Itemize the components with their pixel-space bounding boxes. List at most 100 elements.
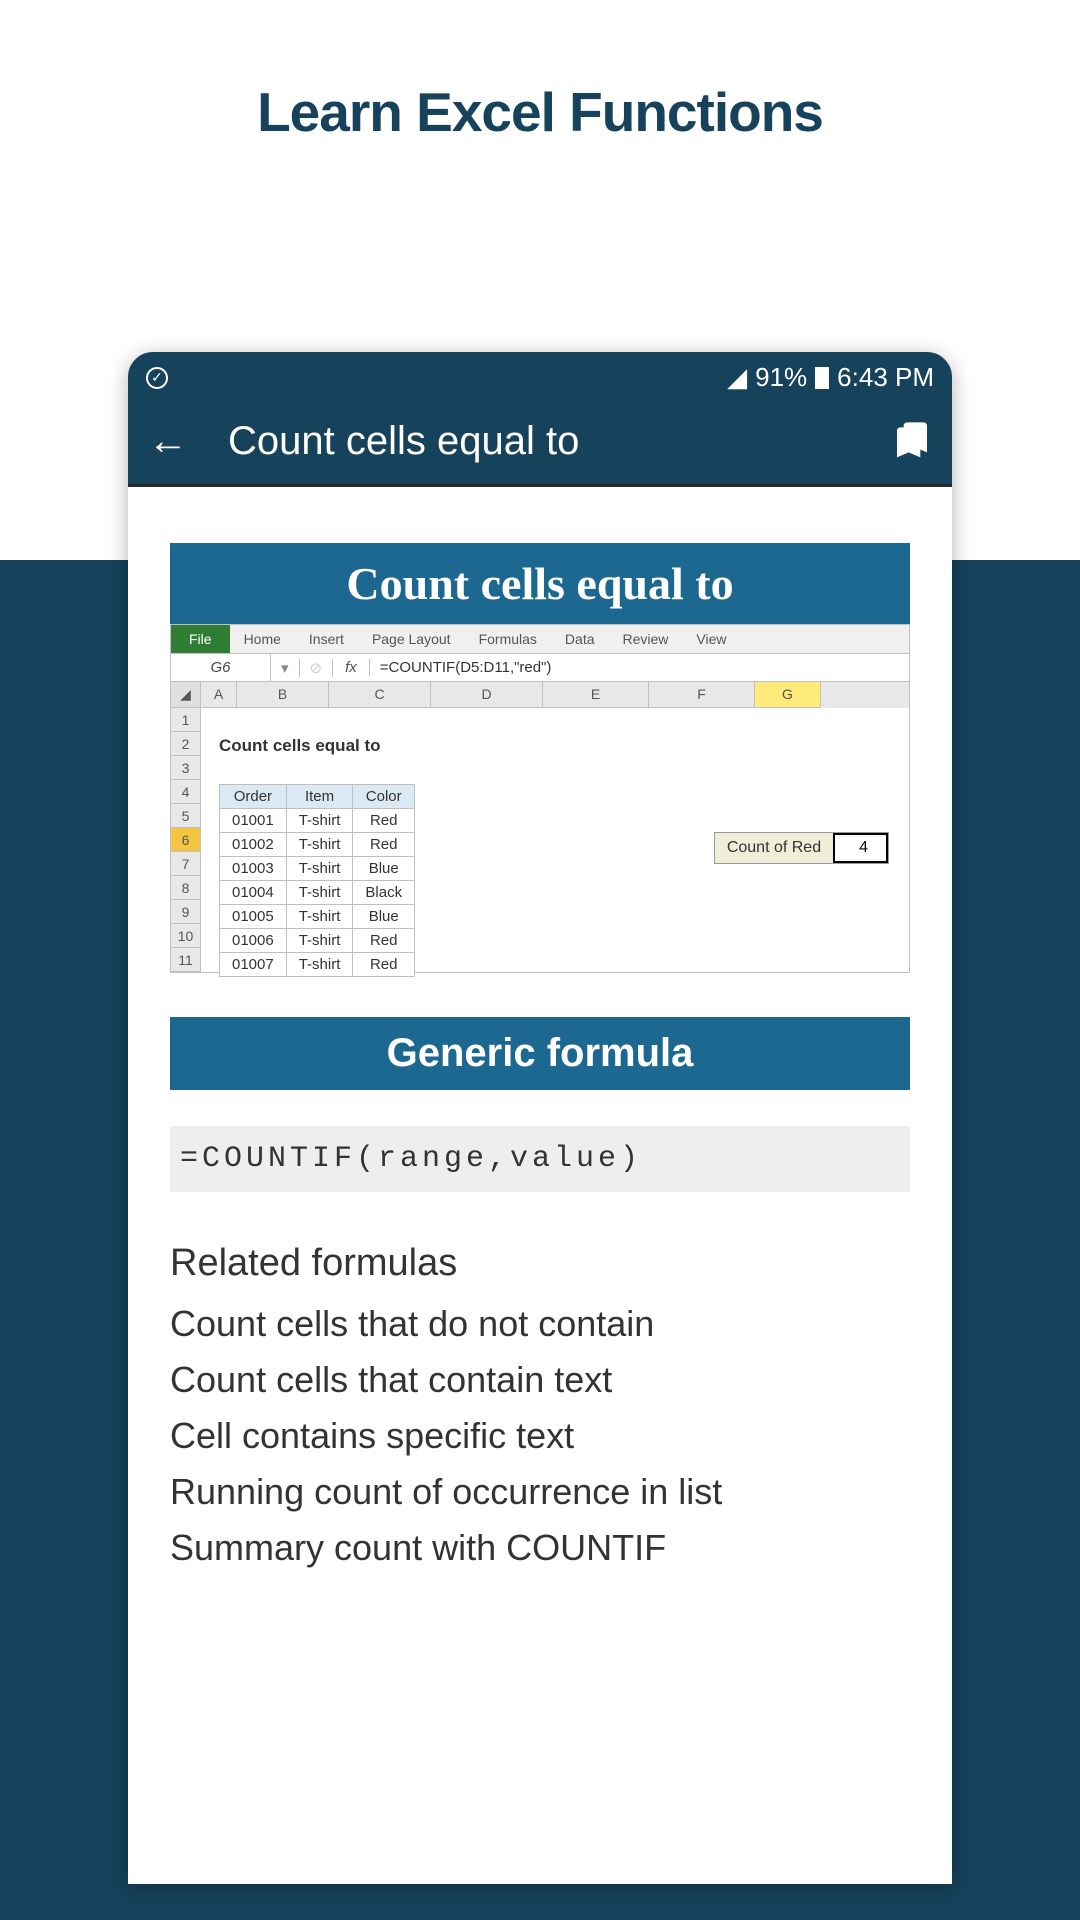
signal-icon: ◢ — [727, 362, 747, 393]
check-icon: ✓ — [146, 367, 168, 389]
cells-area[interactable]: Count cells equal to OrderItemColor 0100… — [201, 708, 909, 972]
formula-code: =COUNTIF(range,value) — [170, 1126, 910, 1192]
content-area: Count cells equal to FileHomeInsertPage … — [128, 484, 952, 1884]
row-numbers: 1234567891011 — [171, 708, 201, 972]
count-result: Count of Red 4 — [714, 832, 889, 864]
row-number-3[interactable]: 3 — [171, 756, 201, 780]
related-link[interactable]: Summary count with COUNTIF — [170, 1527, 910, 1569]
row-number-11[interactable]: 11 — [171, 948, 201, 972]
app-bar: ← Count cells equal to — [128, 403, 952, 484]
table-cell: T-shirt — [286, 881, 353, 905]
table-cell: T-shirt — [286, 905, 353, 929]
data-table: OrderItemColor 01001T-shirtRed01002T-shi… — [219, 784, 415, 977]
col-header-f[interactable]: F — [649, 682, 755, 708]
row-number-8[interactable]: 8 — [171, 876, 201, 900]
count-value: 4 — [833, 833, 888, 863]
table-cell: 01005 — [220, 905, 287, 929]
cancel-icon[interactable]: ⊘ — [300, 659, 334, 677]
table-header: Item — [286, 785, 353, 809]
ribbon-tab-data[interactable]: Data — [551, 625, 609, 653]
formula-bar: G6 ▾ ⊘ fx =COUNTIF(D5:D11,"red") — [171, 654, 909, 682]
bookmark-icon[interactable] — [892, 419, 932, 464]
status-left: ✓ — [146, 367, 168, 389]
ribbon-tab-review[interactable]: Review — [609, 625, 683, 653]
row-number-9[interactable]: 9 — [171, 900, 201, 924]
table-row: 01007T-shirtRed — [220, 953, 415, 977]
table-cell: 01007 — [220, 953, 287, 977]
table-cell: 01006 — [220, 929, 287, 953]
col-header-g[interactable]: G — [755, 682, 821, 708]
table-row: 01003T-shirtBlue — [220, 857, 415, 881]
table-cell: 01003 — [220, 857, 287, 881]
table-header: Order — [220, 785, 287, 809]
status-time: 6:43 PM — [837, 362, 934, 393]
related-title: Related formulas — [170, 1242, 910, 1285]
ribbon-tab-insert[interactable]: Insert — [295, 625, 358, 653]
related-section: Related formulas Count cells that do not… — [170, 1242, 910, 1569]
sheet-body: 1234567891011 Count cells equal to Order… — [171, 708, 909, 972]
formula-bar-text[interactable]: =COUNTIF(D5:D11,"red") — [370, 654, 562, 681]
table-cell: T-shirt — [286, 833, 353, 857]
excel-screenshot: FileHomeInsertPage LayoutFormulasDataRev… — [170, 624, 910, 973]
table-cell: Red — [353, 953, 415, 977]
table-cell: 01004 — [220, 881, 287, 905]
back-button[interactable]: ← — [148, 419, 188, 464]
row-number-2[interactable]: 2 — [171, 732, 201, 756]
table-row: 01002T-shirtRed — [220, 833, 415, 857]
col-header-d[interactable]: D — [431, 682, 543, 708]
generic-formula-heading: Generic formula — [170, 1017, 910, 1090]
ribbon-tab-view[interactable]: View — [682, 625, 740, 653]
col-header-e[interactable]: E — [543, 682, 649, 708]
row-number-1[interactable]: 1 — [171, 708, 201, 732]
table-cell: Red — [353, 809, 415, 833]
related-link[interactable]: Count cells that do not contain — [170, 1303, 910, 1345]
table-cell: Red — [353, 833, 415, 857]
row-number-6[interactable]: 6 — [171, 828, 201, 852]
table-cell: Blue — [353, 857, 415, 881]
table-cell: T-shirt — [286, 929, 353, 953]
content-heading: Count cells equal to — [170, 543, 910, 624]
ribbon-tab-page-layout[interactable]: Page Layout — [358, 625, 465, 653]
column-headers: ◢ ABCDEFG — [171, 682, 909, 708]
table-row: 01004T-shirtBlack — [220, 881, 415, 905]
ribbon-tab-home[interactable]: Home — [230, 625, 295, 653]
ribbon-tab-formulas[interactable]: Formulas — [465, 625, 551, 653]
battery-icon — [815, 367, 829, 389]
table-cell: Blue — [353, 905, 415, 929]
count-label: Count of Red — [715, 835, 833, 861]
row-number-7[interactable]: 7 — [171, 852, 201, 876]
table-cell: T-shirt — [286, 857, 353, 881]
row-number-10[interactable]: 10 — [171, 924, 201, 948]
table-cell: 01001 — [220, 809, 287, 833]
table-cell: 01002 — [220, 833, 287, 857]
table-cell: Red — [353, 929, 415, 953]
table-header: Color — [353, 785, 415, 809]
table-row: 01006T-shirtRed — [220, 929, 415, 953]
table-cell: T-shirt — [286, 809, 353, 833]
battery-percent: 91% — [755, 362, 807, 393]
related-link[interactable]: Running count of occurrence in list — [170, 1471, 910, 1513]
ribbon-tabs: FileHomeInsertPage LayoutFormulasDataRev… — [171, 625, 909, 654]
table-row: 01001T-shirtRed — [220, 809, 415, 833]
table-row: 01005T-shirtBlue — [220, 905, 415, 929]
dropdown-icon[interactable]: ▾ — [271, 659, 300, 677]
table-cell: Black — [353, 881, 415, 905]
related-link[interactable]: Cell contains specific text — [170, 1415, 910, 1457]
phone-frame: ✓ ◢ 91% 6:43 PM ← Count cells equal to C… — [128, 352, 952, 1884]
fx-icon[interactable]: fx — [333, 659, 370, 676]
select-all-corner[interactable]: ◢ — [171, 682, 201, 708]
related-link[interactable]: Count cells that contain text — [170, 1359, 910, 1401]
app-bar-title: Count cells equal to — [228, 419, 852, 464]
table-cell: T-shirt — [286, 953, 353, 977]
status-right: ◢ 91% 6:43 PM — [727, 362, 934, 393]
col-header-c[interactable]: C — [329, 682, 431, 708]
row-number-5[interactable]: 5 — [171, 804, 201, 828]
sheet-title-cell: Count cells equal to — [219, 736, 381, 756]
status-bar: ✓ ◢ 91% 6:43 PM — [128, 352, 952, 403]
page-title: Learn Excel Functions — [0, 0, 1080, 144]
row-number-4[interactable]: 4 — [171, 780, 201, 804]
ribbon-tab-file[interactable]: File — [171, 625, 230, 653]
name-box[interactable]: G6 — [171, 654, 271, 681]
col-header-a[interactable]: A — [201, 682, 237, 708]
col-header-b[interactable]: B — [237, 682, 329, 708]
